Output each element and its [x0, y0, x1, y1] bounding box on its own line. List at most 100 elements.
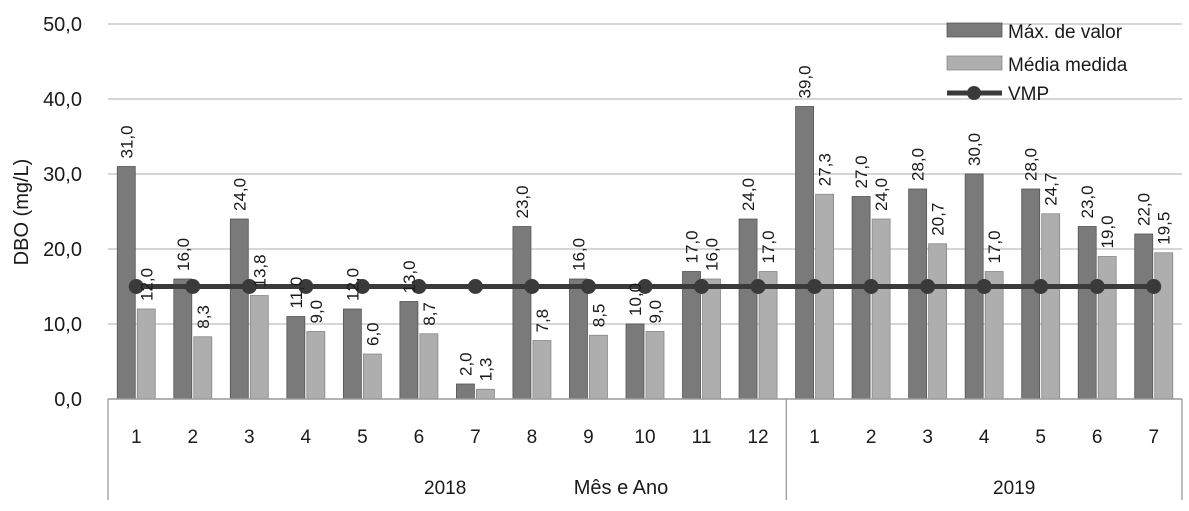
- group-label: 2019: [993, 478, 1035, 499]
- data-label-max: 39,0: [796, 65, 815, 98]
- x-tick-label: 6: [414, 427, 425, 448]
- vmp-point-13: [807, 279, 823, 294]
- data-label-max: 28,0: [1022, 148, 1041, 181]
- bar-max-14: [851, 196, 871, 400]
- data-label-mean: 19,0: [1098, 215, 1117, 248]
- bar-mean-5: [362, 353, 382, 400]
- data-label-max: 11,0: [287, 277, 306, 309]
- bar-max-13: [795, 106, 814, 400]
- data-label-mean: 8,3: [194, 305, 213, 329]
- bar-max-6: [399, 301, 419, 400]
- data-label-mean: 6,0: [363, 322, 382, 346]
- bar-mean-3: [249, 295, 269, 400]
- vmp-point-12: [750, 279, 766, 294]
- vmp-point-19: [1146, 279, 1162, 294]
- bar-max-5: [342, 308, 362, 400]
- bar-mean-17: [1041, 213, 1061, 400]
- vmp-point-1: [128, 279, 144, 294]
- y-axis-title: DBO (mg/L): [11, 159, 33, 266]
- data-label-max: 23,0: [1078, 185, 1097, 218]
- vmp-point-16: [976, 279, 992, 294]
- data-label-max: 27,0: [852, 155, 871, 188]
- data-label-mean: 24,7: [1042, 173, 1061, 206]
- bar-mean-4: [306, 331, 326, 400]
- legend-label-mean: Média medida: [1008, 55, 1128, 76]
- data-label-max: 24,0: [230, 178, 249, 211]
- bar-max-18: [1077, 226, 1097, 400]
- data-label-mean: 9,0: [307, 300, 326, 324]
- x-tick-label: 9: [583, 427, 594, 448]
- data-label-mean: 17,0: [759, 230, 778, 263]
- x-tick-label: 4: [979, 427, 990, 448]
- bar-mean-13: [815, 193, 834, 400]
- data-label-max: 16,0: [569, 238, 588, 271]
- data-label-max: 2,0: [456, 352, 475, 376]
- x-tick-label: 5: [357, 427, 368, 448]
- data-label-max: 30,0: [965, 133, 984, 166]
- bar-max-3: [229, 218, 249, 400]
- vmp-point-17: [1033, 279, 1049, 294]
- vmp-point-15: [920, 279, 936, 294]
- bar-max-8: [512, 226, 532, 400]
- bar-max-12: [738, 218, 758, 400]
- data-label-mean: 13,8: [250, 254, 269, 287]
- bar-max-15: [908, 188, 928, 400]
- x-tick-label: 3: [244, 427, 255, 448]
- y-tick-label: 10,0: [43, 314, 82, 336]
- data-label-mean: 19,5: [1155, 212, 1174, 245]
- data-label-max: 10,0: [626, 283, 645, 316]
- bar-mean-11: [702, 278, 721, 400]
- x-tick-label: 1: [131, 427, 142, 448]
- bar-max-19: [1134, 233, 1154, 400]
- y-tick-label: 50,0: [43, 14, 82, 36]
- x-tick-label: 12: [747, 427, 768, 448]
- x-tick-label: 7: [1148, 427, 1159, 448]
- x-axis-title: Mês e Ano: [574, 477, 669, 499]
- bar-mean-14: [871, 218, 891, 400]
- data-label-mean: 8,5: [589, 304, 608, 328]
- vmp-point-6: [411, 279, 427, 294]
- data-label-max: 17,0: [683, 230, 702, 263]
- vmp-point-3: [241, 279, 257, 294]
- vmp-point-9: [580, 279, 596, 294]
- data-label-mean: 24,0: [872, 178, 891, 211]
- vmp-point-14: [863, 279, 879, 294]
- data-label-mean: 20,7: [929, 203, 948, 236]
- vmp-point-5: [354, 279, 370, 294]
- vmp-point-8: [524, 279, 540, 294]
- legend: Máx. de valor Média medida VMP: [946, 22, 1128, 105]
- vmp-point-18: [1089, 279, 1105, 294]
- bar-max-2: [173, 278, 193, 400]
- data-label-mean: 12,0: [137, 268, 156, 301]
- vmp-point-7: [467, 279, 483, 294]
- x-tick-label: 11: [692, 427, 712, 448]
- legend-swatch-mean: [946, 55, 1003, 71]
- data-label-mean: 17,0: [985, 230, 1004, 263]
- legend-swatch-max: [946, 22, 1003, 38]
- bar-mean-2: [193, 336, 213, 400]
- bar-mean-10: [645, 331, 665, 400]
- x-tick-label: 7: [470, 427, 481, 448]
- data-label-max: 16,0: [174, 238, 193, 271]
- vmp-point-11: [694, 279, 710, 294]
- group-label: 2018: [424, 478, 466, 499]
- vmp-point-2: [185, 279, 201, 294]
- bar-max-17: [1021, 188, 1041, 400]
- bar-mean-7: [476, 388, 495, 400]
- y-tick-label: 30,0: [43, 164, 82, 186]
- vmp-line-layer: [128, 279, 1162, 294]
- vmp-point-10: [637, 279, 653, 294]
- x-tick-label: 4: [301, 427, 312, 448]
- data-label-mean: 7,8: [533, 309, 552, 333]
- x-tick-label: 2: [188, 427, 199, 448]
- bar-mean-8: [532, 340, 552, 400]
- bar-max-10: [625, 323, 645, 400]
- data-label-max: 12,0: [343, 268, 362, 301]
- legend-label-vmp: VMP: [1008, 84, 1049, 105]
- data-label-mean: 8,7: [420, 302, 439, 326]
- bars: [116, 106, 1174, 400]
- bar-max-7: [456, 383, 475, 400]
- legend-marker-vmp: [967, 86, 981, 100]
- data-label-mean: 9,0: [646, 300, 665, 324]
- x-tick-label: 5: [1035, 427, 1046, 448]
